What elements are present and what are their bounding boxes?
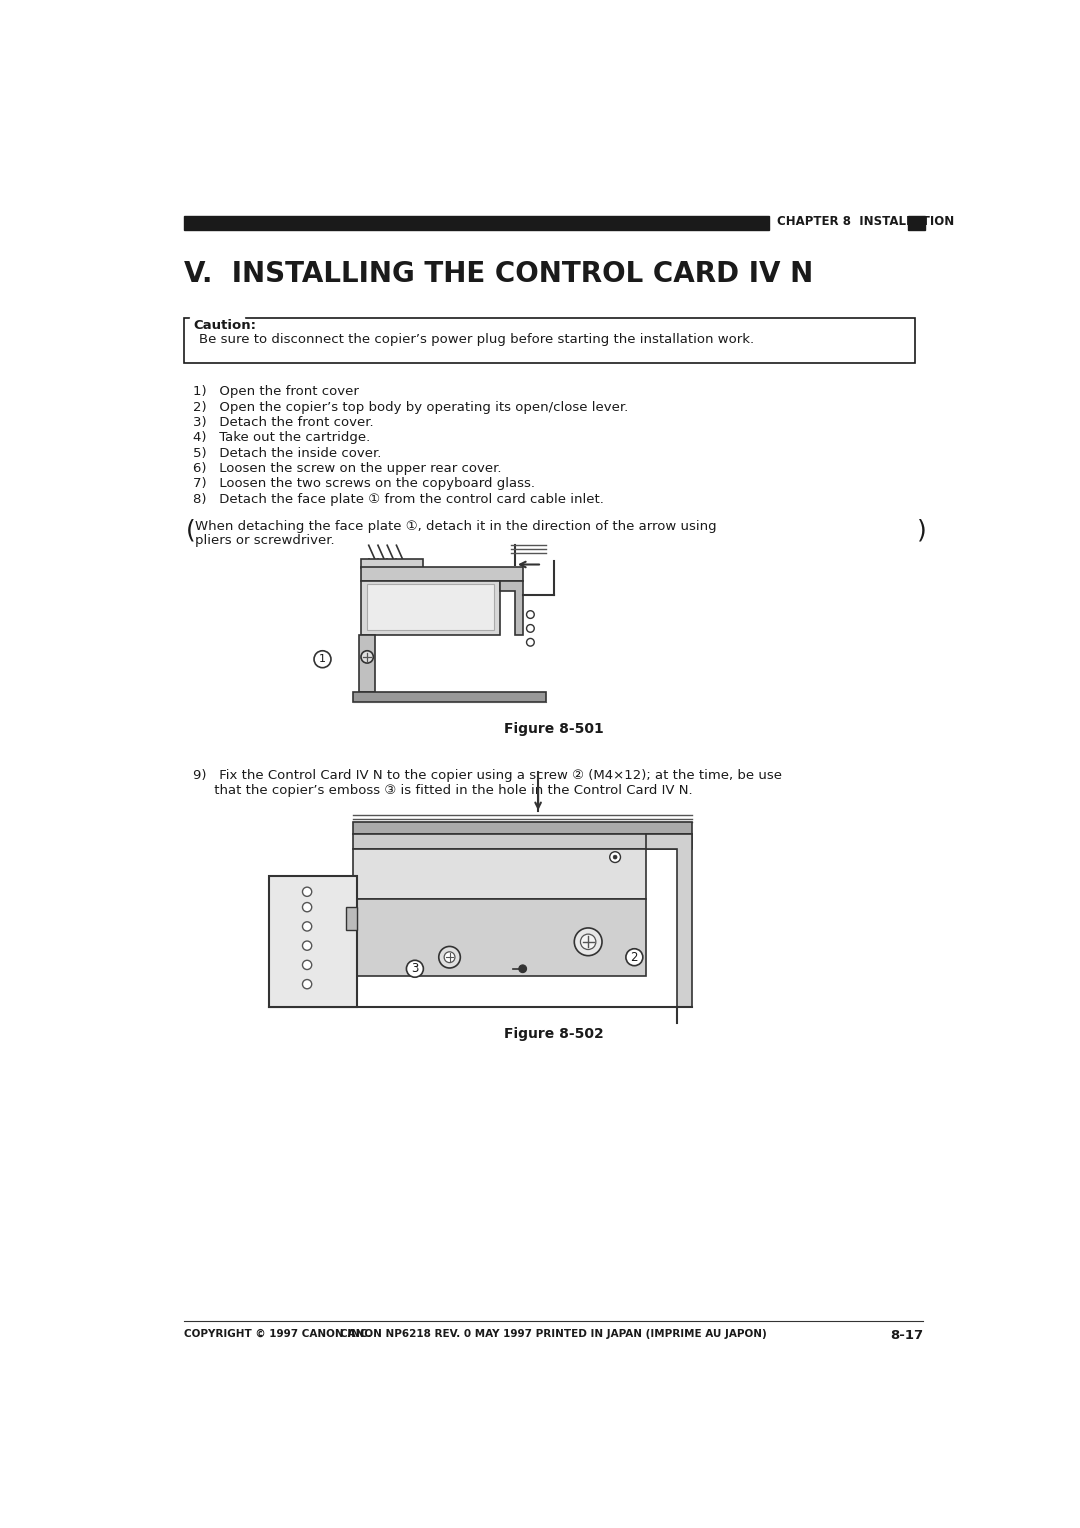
Text: (: ( [186,518,195,542]
Circle shape [302,903,312,912]
Bar [353,822,692,834]
Circle shape [302,979,312,989]
Text: 1: 1 [319,654,326,665]
Bar [184,215,769,229]
Text: When detaching the face plate ①, detach it in the direction of the arrow using: When detaching the face plate ①, detach … [195,520,717,533]
Circle shape [580,934,596,949]
Text: 8-17: 8-17 [890,1329,923,1342]
Text: 3: 3 [411,963,419,975]
Bar [361,581,500,634]
Circle shape [575,927,602,955]
Bar [184,318,916,362]
Bar [353,900,646,976]
Bar [361,567,523,581]
Text: CHAPTER 8  INSTALLATION: CHAPTER 8 INSTALLATION [777,215,954,228]
Circle shape [613,856,617,859]
Text: 5)   Detach the inside cover.: 5) Detach the inside cover. [193,446,381,460]
Bar [353,850,646,900]
Circle shape [361,651,374,663]
Text: 7)   Loosen the two screws on the copyboard glass.: 7) Loosen the two screws on the copyboar… [193,477,536,490]
Text: Caution:: Caution: [193,319,256,332]
Text: V.  INSTALLING THE CONTROL CARD IV N: V. INSTALLING THE CONTROL CARD IV N [184,260,813,289]
Text: 8)   Detach the face plate ① from the control card cable inlet.: 8) Detach the face plate ① from the cont… [193,494,604,506]
Text: 2: 2 [631,950,638,964]
Circle shape [444,952,455,963]
Bar [361,559,422,568]
Text: 6)   Loosen the screw on the upper rear cover.: 6) Loosen the screw on the upper rear co… [193,461,501,475]
Circle shape [302,941,312,950]
Text: 1)   Open the front cover: 1) Open the front cover [193,385,359,399]
Text: 9)   Fix the Control Card IV N to the copier using a screw ② (M4×12); at the tim: 9) Fix the Control Card IV N to the copi… [193,769,782,781]
Bar [346,908,357,931]
Bar [190,316,244,329]
Polygon shape [500,581,523,634]
Bar [353,834,692,850]
Polygon shape [646,834,692,1007]
Text: CANON NP6218 REV. 0 MAY 1997 PRINTED IN JAPAN (IMPRIME AU JAPON): CANON NP6218 REV. 0 MAY 1997 PRINTED IN … [340,1329,767,1339]
Text: Figure 8-502: Figure 8-502 [503,1027,604,1041]
Bar [353,692,545,701]
Text: Figure 8-501: Figure 8-501 [503,723,604,736]
Bar [360,634,375,692]
Text: that the copier’s emboss ③ is fitted in the hole in the Control Card IV N.: that the copier’s emboss ③ is fitted in … [193,784,692,798]
Circle shape [438,946,460,969]
Text: 2)   Open the copier’s top body by operating its open/close lever.: 2) Open the copier’s top body by operati… [193,400,629,414]
Circle shape [626,949,643,966]
Bar [907,215,924,229]
Text: ): ) [917,518,927,542]
Circle shape [527,611,535,619]
Text: pliers or screwdriver.: pliers or screwdriver. [195,535,335,547]
Circle shape [527,639,535,646]
Circle shape [302,888,312,897]
Circle shape [314,651,330,668]
Circle shape [302,921,312,931]
Circle shape [610,851,621,862]
Text: 4)   Take out the cartridge.: 4) Take out the cartridge. [193,431,370,445]
Circle shape [518,964,527,973]
Text: COPYRIGHT © 1997 CANON INC.: COPYRIGHT © 1997 CANON INC. [184,1329,372,1339]
Bar [367,584,495,630]
Circle shape [302,960,312,970]
Text: Be sure to disconnect the copier’s power plug before starting the installation w: Be sure to disconnect the copier’s power… [200,333,755,345]
Bar [269,877,357,1007]
Text: 3)   Detach the front cover.: 3) Detach the front cover. [193,416,374,429]
Circle shape [406,960,423,978]
Circle shape [527,625,535,633]
